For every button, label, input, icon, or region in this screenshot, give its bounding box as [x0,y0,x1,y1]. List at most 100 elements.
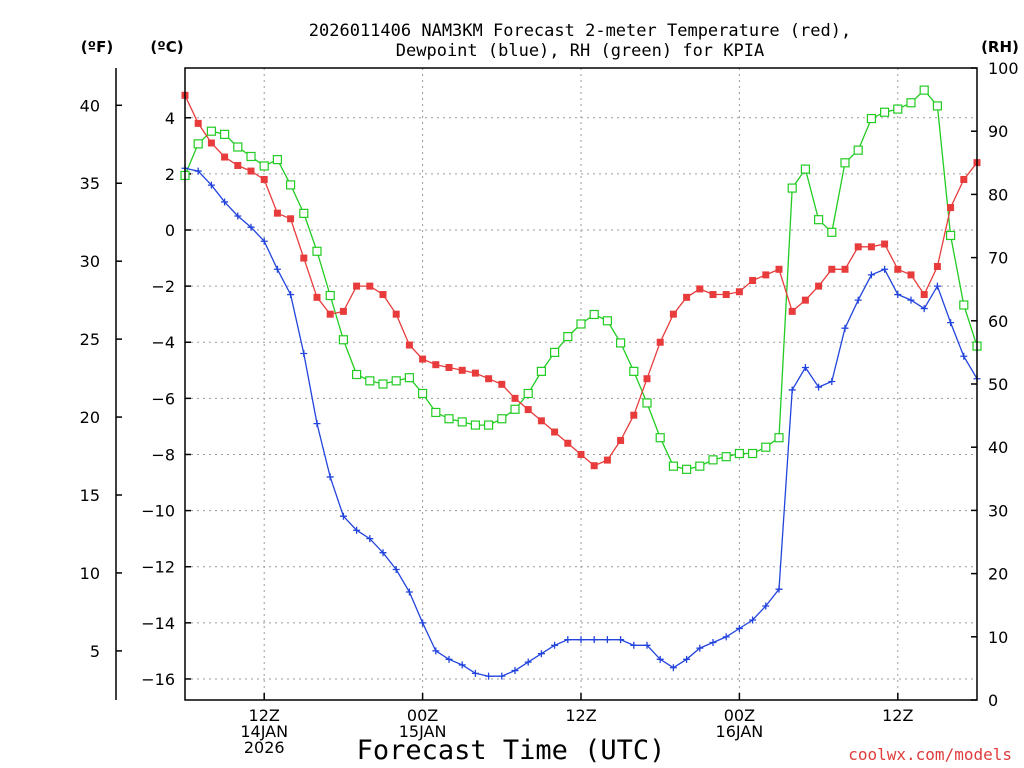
chart-title-line-1: 2026011406 NAM3KM Forecast 2-meter Tempe… [309,21,851,41]
celsius-unit-label: (ºC) [150,38,183,56]
data-point-marker [947,204,955,212]
data-point-marker [735,624,743,632]
rh-tick-label: 20 [988,565,1008,584]
data-point-marker [735,288,743,296]
data-point-marker [841,324,849,332]
data-point-marker [391,376,401,386]
data-point-marker [854,296,862,304]
data-point-marker [485,375,493,383]
data-point-marker [206,126,216,136]
data-point-marker [511,667,519,675]
rh-unit-label: (RH) [981,38,1019,56]
data-point-marker [259,161,269,171]
data-point-marker [194,119,202,127]
data-point-marker [260,237,268,245]
celsius-tick-label: −8 [151,445,175,464]
data-point-marker [194,167,202,175]
data-point-marker [841,265,849,273]
data-point-marker [881,265,889,273]
data-point-marker [260,175,268,183]
data-point-marker [669,664,677,672]
data-point-marker [458,661,466,669]
data-point-marker [828,378,836,386]
data-point-marker [775,585,783,593]
data-point-marker [722,291,730,299]
fahrenheit-tick-label: 40 [80,96,100,115]
data-point-marker [761,442,771,452]
celsius-tick-label: −12 [141,558,175,577]
rh-tick-label: 0 [988,691,998,710]
time-tick-label: 00Z [407,706,438,725]
time-tick-label: 14JAN [240,722,288,741]
data-point-marker [920,291,928,299]
data-point-marker [247,167,255,175]
data-point-marker [471,369,479,377]
time-tick-label: 16JAN [716,722,764,741]
data-point-marker [536,366,547,376]
data-point-marker [273,209,281,217]
celsius-tick-label: −6 [151,389,175,408]
data-point-marker [564,636,572,644]
data-point-marker [669,310,677,318]
data-point-marker [577,450,585,458]
data-point-marker [537,417,545,425]
data-point-marker [813,215,824,225]
data-point-marker [696,285,704,293]
data-point-marker [326,310,334,318]
data-point-marker [681,464,692,474]
data-point-marker [945,230,956,241]
fahrenheit-tick-label: 10 [80,564,100,583]
data-point-marker [457,417,467,427]
fahrenheit-tick-label: 25 [80,330,100,349]
rh-tick-label: 70 [988,249,1008,268]
data-point-marker [709,291,717,299]
time-tick-label: 12Z [249,706,280,725]
data-point-marker [365,376,375,386]
celsius-tick-label: −10 [141,502,175,521]
data-point-marker [879,107,890,117]
data-point-marker [273,265,281,273]
data-point-marker [603,456,611,464]
x-axis-title: Forecast Time (UTC) [357,735,666,766]
data-point-marker [643,641,651,649]
time-tick-label: 2026 [244,738,285,757]
data-point-marker [287,291,295,299]
data-point-marker [603,636,611,644]
data-point-marker [404,373,414,383]
data-point-marker [866,113,877,124]
data-point-marker [366,282,374,290]
data-point-marker [762,602,770,610]
data-point-marker [445,363,453,371]
data-point-marker [353,282,361,290]
series-2-meter-temperature [181,91,981,470]
data-point-marker [722,633,730,641]
data-point-marker [894,265,902,273]
data-point-marker [695,461,705,471]
rh-tick-label: 90 [988,122,1008,141]
data-point-marker [590,462,598,470]
data-point-marker [326,473,334,481]
data-point-marker [353,526,361,534]
data-point-marker [919,85,929,95]
data-point-marker [734,448,745,459]
data-point-marker [617,636,625,644]
data-point-marker [656,655,664,663]
celsius-tick-label: 2 [165,165,175,184]
data-point-marker [576,319,586,329]
data-point-marker [933,282,941,290]
rh-tick-label: 60 [988,312,1008,331]
data-point-marker [484,420,494,430]
data-point-marker [589,309,599,320]
fahrenheit-tick-label: 30 [80,252,100,271]
data-point-marker [419,619,427,627]
data-point-marker [300,254,308,262]
data-point-marker [642,398,652,408]
data-point-marker [498,380,506,388]
data-point-marker [615,338,626,348]
data-point-marker [511,394,519,402]
data-point-marker [193,139,203,149]
data-point-marker [325,290,335,301]
